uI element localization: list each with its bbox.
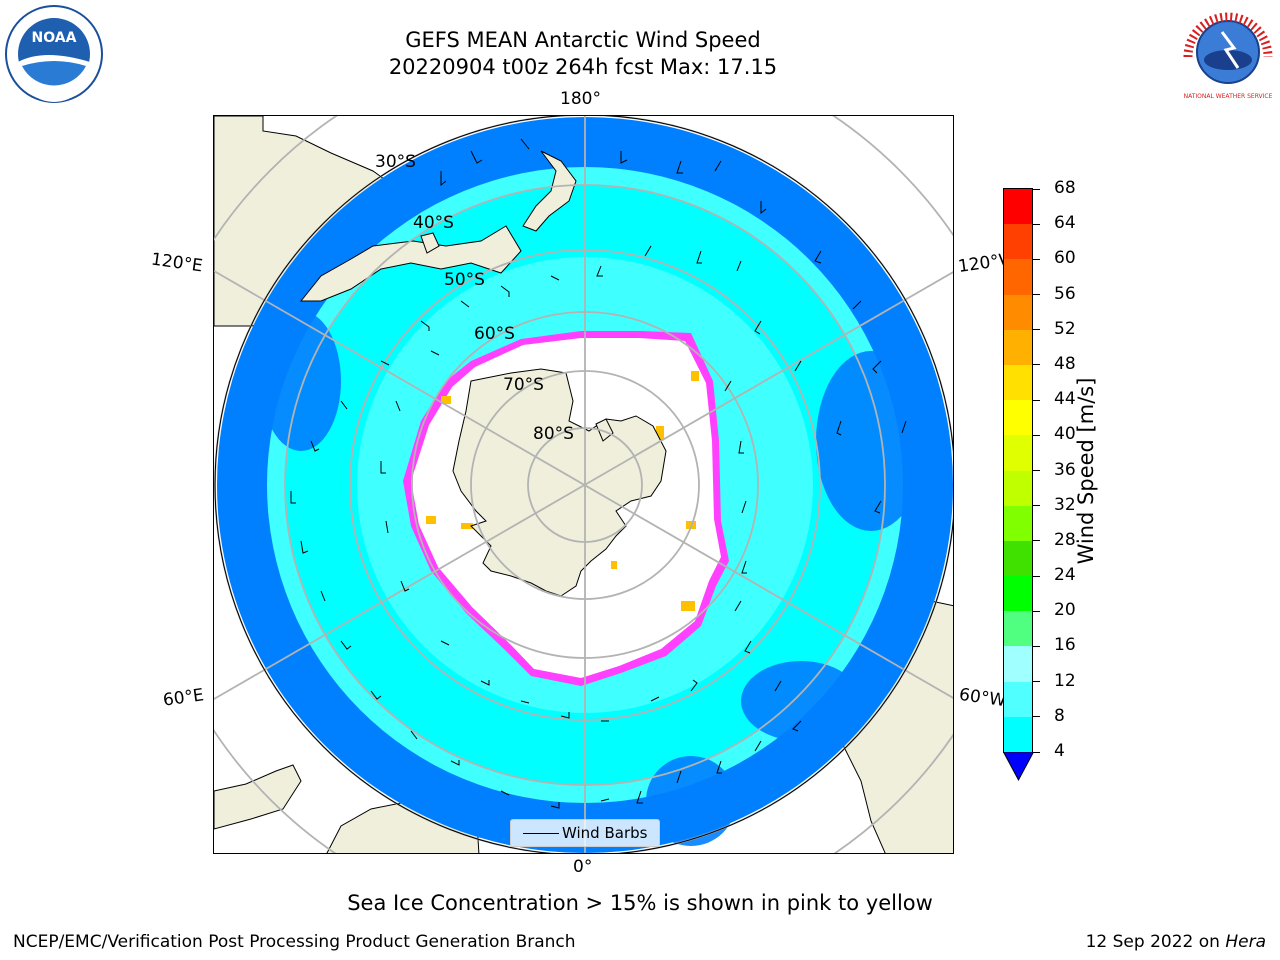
noaa-logo: NOAA <box>5 5 103 103</box>
nws-logo: NATIONAL WEATHER SERVICE <box>1180 4 1276 100</box>
lat-label-30s: 30°S <box>375 152 416 172</box>
ocean-patch <box>261 311 341 451</box>
colorbar-segment <box>1004 294 1032 330</box>
lat-label-80s: 80°S <box>533 424 574 444</box>
colorbar-tick-label: 56 <box>1054 283 1076 304</box>
colorbar-tick-label: 16 <box>1054 635 1076 656</box>
madagascar-land <box>214 764 302 830</box>
colorbar-segment <box>1004 259 1032 295</box>
colorbar-tick-label: 40 <box>1054 424 1076 445</box>
lon-label-0: 0° <box>573 857 593 877</box>
colorbar-segment <box>1004 540 1032 577</box>
colorbar-segment <box>1004 716 1032 752</box>
colorbar-tick-label: 4 <box>1054 741 1065 761</box>
colorbar-segment <box>1004 189 1032 225</box>
colorbar-tick-mark <box>1033 294 1040 296</box>
lat-label-60s: 60°S <box>474 324 515 344</box>
footer-right: 12 Sep 2022 on Hera <box>1086 932 1266 952</box>
wind-barbs <box>290 138 907 809</box>
colorbar-tick-mark <box>1033 223 1040 225</box>
ocean-patch <box>646 756 736 846</box>
colorbar-tick-label: 44 <box>1054 389 1076 410</box>
nws-logo-text: NATIONAL WEATHER SERVICE <box>1184 93 1273 100</box>
lat-label-50s: 50°S <box>444 270 485 290</box>
sea-ice-caption: Sea Ice Concentration > 15% is shown in … <box>347 891 933 915</box>
colorbar-tick-label: 12 <box>1054 670 1076 691</box>
noaa-logo-text: NOAA <box>32 30 77 46</box>
colorbar-segment <box>1004 329 1032 365</box>
wind-barbs-legend: Wind Barbs <box>510 819 660 847</box>
colorbar-tick-label: 60 <box>1054 248 1076 269</box>
colorbar-tick-mark <box>1033 540 1040 542</box>
lon-label-60e: 60°E <box>161 685 206 711</box>
colorbar-tick-label: 20 <box>1054 600 1076 621</box>
colorbar-segment <box>1004 611 1032 647</box>
colorbar-tick-label: 48 <box>1054 353 1076 374</box>
ross-ice-island <box>595 418 614 442</box>
colorbar-tick-mark <box>1033 470 1040 471</box>
tasmania-land <box>420 232 440 254</box>
colorbar-tick-mark <box>1033 258 1040 260</box>
map-boundary <box>214 116 953 853</box>
longitude-gridlines <box>214 116 953 853</box>
colorbar-tick-label: 68 <box>1054 178 1076 198</box>
legend-line <box>523 833 559 834</box>
colorbar-segment <box>1004 400 1032 436</box>
colorbar-tick-label: 8 <box>1054 705 1065 726</box>
lon-label-180: 180° <box>560 89 601 109</box>
colorbar-tick-label: 24 <box>1054 565 1076 586</box>
lat-label-70s: 70°S <box>503 375 544 395</box>
colorbar-extend-arrow <box>1003 752 1034 782</box>
colorbar-segment <box>1004 435 1032 471</box>
colorbar-tick-label: 32 <box>1054 494 1076 515</box>
footer-machine: Hera <box>1225 932 1266 952</box>
colorbar-tick-mark <box>1033 505 1040 507</box>
polar-map <box>214 116 953 853</box>
colorbar-tick-mark <box>1033 645 1040 647</box>
colorbar-segment <box>1004 505 1032 541</box>
colorbar-tick-label: 28 <box>1054 529 1076 550</box>
colorbar-label: Wind Speed [m/s] <box>1074 377 1098 565</box>
map-panel: Wind Barbs <box>213 115 954 854</box>
colorbar-tick-mark <box>1033 610 1040 612</box>
colorbar-tick-mark <box>1033 188 1040 190</box>
colorbar-tick-label: 64 <box>1054 213 1076 234</box>
lon-label-60w: 60°W <box>957 684 1008 712</box>
colorbar-segment <box>1004 681 1032 717</box>
colorbar <box>1003 188 1033 753</box>
antarctica-land <box>452 368 667 597</box>
colorbar-segment <box>1004 576 1032 612</box>
colorbar-tick-mark <box>1033 434 1040 436</box>
title-line-1: GEFS MEAN Antarctic Wind Speed <box>405 28 761 52</box>
lat-label-40s: 40°S <box>413 213 454 233</box>
ocean-patch <box>816 351 926 531</box>
footer-date: 12 Sep 2022 on <box>1085 932 1220 952</box>
colorbar-segment <box>1004 224 1032 260</box>
colorbar-tick-mark <box>1033 751 1040 753</box>
colorbar-segment <box>1004 646 1032 682</box>
colorbar-tick-mark <box>1033 716 1040 718</box>
legend-label: Wind Barbs <box>562 824 648 842</box>
footer-left: NCEP/EMC/Verification Post Processing Pr… <box>13 932 576 952</box>
colorbar-tick-mark <box>1033 575 1040 577</box>
colorbar-tick-mark <box>1033 329 1040 331</box>
lon-label-120e: 120°E <box>149 249 204 277</box>
colorbar-tick-label: 36 <box>1054 459 1076 480</box>
title-line-2: 20220904 t00z 264h fcst Max: 17.15 <box>388 55 778 79</box>
colorbar-tick-mark <box>1033 364 1040 366</box>
colorbar-segment <box>1004 470 1032 506</box>
colorbar-segment <box>1004 364 1032 401</box>
colorbar-tick-mark <box>1033 399 1040 401</box>
colorbar-tick-label: 52 <box>1054 318 1076 339</box>
colorbar-tick-mark <box>1033 681 1040 683</box>
new-zealand-land <box>522 150 577 232</box>
